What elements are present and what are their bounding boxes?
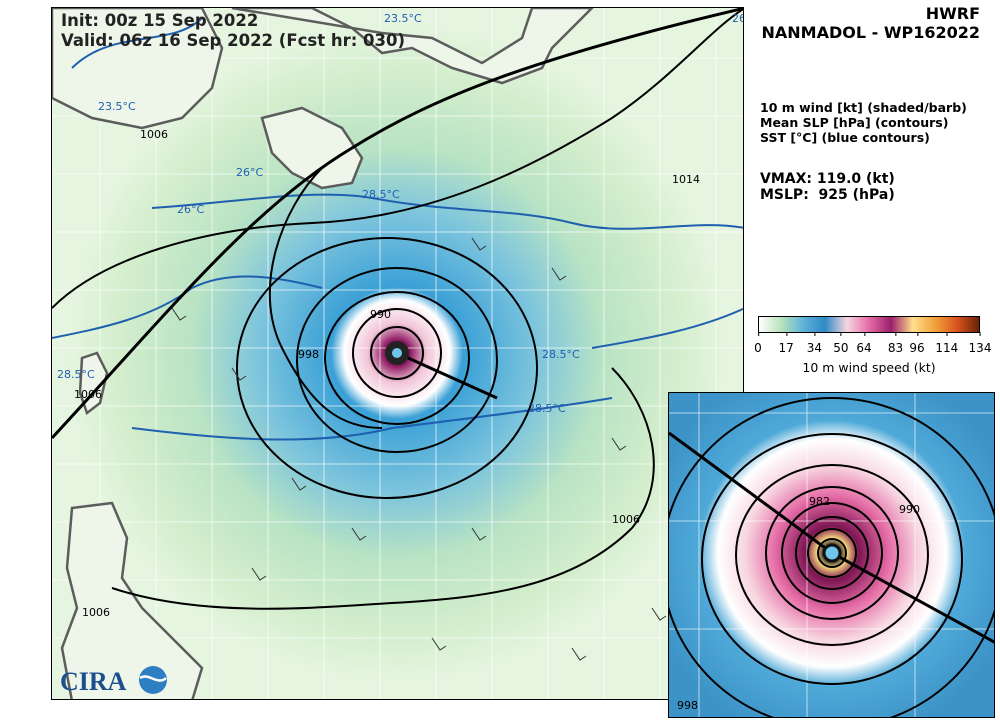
slp-label: 1006	[140, 128, 168, 141]
sst-contour	[52, 275, 323, 339]
sst-label: 28.5°C	[542, 348, 580, 361]
colorbar-tick: 64	[856, 332, 872, 355]
mslp-label: MSLP:	[760, 187, 809, 203]
colorbar-ticks: 0 17 34 50 64 83 96 114 134	[754, 332, 991, 361]
mslp-row: MSLP: 925 (hPa)	[760, 187, 895, 203]
sst-label: 28.5°C	[57, 368, 95, 381]
sst-contours	[52, 17, 743, 441]
slp-contour	[324, 291, 470, 425]
title-block: HWRF NANMADOL - WP162022	[762, 4, 981, 42]
colorbar-tick: 34	[806, 332, 822, 355]
colorbar-tick-label: 34	[806, 341, 822, 355]
japan-honshu	[231, 8, 594, 85]
slp-contour	[370, 326, 424, 380]
slp-contours	[52, 8, 743, 610]
colorbar-tick-label: 50	[833, 341, 849, 355]
slp-contour	[52, 8, 743, 309]
model-name: HWRF	[925, 4, 980, 23]
sst-contour	[71, 17, 203, 69]
slp-contour	[268, 167, 383, 429]
colorbar-label: 10 m wind speed (kt)	[802, 360, 936, 375]
colorbar-tick: 17	[778, 332, 794, 355]
sst-label: 26°C	[177, 203, 204, 216]
contour-labels: 1006 1014 998 990 1006 1006 1006 23.5°C …	[57, 12, 744, 619]
sst-label: 26°C	[236, 166, 263, 179]
cira-logo-svg: CIRA	[60, 666, 167, 696]
sst-label: 23.5°C	[384, 12, 422, 25]
slp-contour	[111, 367, 655, 610]
cira-logo: CIRA	[58, 664, 170, 696]
vmax-value: 119.0 (kt)	[816, 171, 895, 187]
globe-swoosh	[139, 675, 167, 682]
wind-colorbar	[758, 316, 980, 333]
inset-slp-label: 982	[809, 495, 830, 508]
colorbar-tick: 0	[754, 332, 762, 355]
inset-map[interactable]: 982 990 998	[668, 392, 995, 718]
sst-label: 28.5°C	[528, 402, 566, 415]
slp-label: 1006	[82, 606, 110, 619]
storm-track	[52, 8, 743, 440]
slp-label: 1006	[74, 388, 102, 401]
storm-name: NANMADOL - WP162022	[761, 23, 981, 42]
legend-wind: 10 m wind [kt] (shaded/barb)	[760, 100, 967, 115]
mslp-value: 925 (hPa)	[813, 187, 895, 203]
colorbar-tick-label: 96	[909, 341, 925, 355]
vmax-row: VMAX: 119.0 (kt)	[760, 171, 895, 187]
colorbar-tick-label: 0	[754, 341, 762, 355]
valid-time: Valid: 06z 16 Sep 2022 (Fcst hr: 030)	[61, 31, 406, 50]
colorbar-tick-label: 134	[968, 341, 992, 355]
slp-label: 998	[298, 348, 319, 361]
storm-eye-center	[392, 348, 402, 358]
landmasses	[52, 8, 594, 699]
colorbar-tick: 114	[935, 332, 959, 355]
colorbar-tick: 134	[968, 332, 992, 355]
colorbar-tick-label: 17	[778, 341, 794, 355]
sst-contour	[131, 397, 613, 441]
sst-label: 23.5°C	[98, 100, 136, 113]
slp-label: 1014	[672, 173, 700, 186]
storm-track-segment	[396, 351, 498, 400]
colorbar-tick: 96	[909, 332, 925, 355]
wind-barbs	[171, 237, 667, 661]
inset-slp-label: 998	[677, 699, 698, 712]
inset-map-svg: 982 990 998	[669, 393, 994, 717]
vmax-label: VMAX:	[760, 171, 812, 187]
colorbar-tick-label: 114	[935, 341, 959, 355]
sst-label: 28.5°C	[362, 188, 400, 201]
sst-contour	[591, 307, 743, 349]
inset-storm-eye	[822, 543, 842, 563]
slp-contour	[352, 308, 442, 398]
colorbar-tick: 50	[833, 332, 849, 355]
legend-sst: SST [°C] (blue contours)	[760, 130, 930, 145]
slp-contour	[296, 267, 498, 453]
sst-contour	[151, 193, 743, 230]
inset-slp-label: 990	[899, 503, 920, 516]
philippines	[60, 501, 204, 699]
slp-label: 1006	[612, 513, 640, 526]
main-map[interactable]: 1006 1014 998 990 1006 1006 1006 23.5°C …	[51, 7, 744, 700]
japan-kyushu-shikoku	[260, 106, 364, 190]
inset-contour-labels: 982 990 998	[677, 495, 920, 712]
colorbar-tick-label: 83	[887, 341, 904, 355]
slp-contour	[236, 237, 538, 499]
inset-slp-contours	[669, 397, 994, 717]
init-time: Init: 00z 15 Sep 2022	[61, 11, 259, 30]
korea-china-coast	[52, 8, 224, 130]
storm-stats: VMAX: 119.0 (kt) MSLP: 925 (hPa)	[760, 171, 895, 203]
colorbar-tick: 83	[887, 332, 904, 355]
field-legend: 10 m wind [kt] (shaded/barb) Mean SLP [h…	[760, 100, 967, 145]
colorbar-tick-label: 64	[856, 341, 872, 355]
slp-label: 990	[370, 308, 391, 321]
map-header: Init: 00z 15 Sep 2022 Valid: 06z 16 Sep …	[61, 11, 405, 51]
legend-slp: Mean SLP [hPa] (contours)	[760, 115, 949, 130]
sst-label: 26°C	[732, 12, 744, 25]
logo-text: CIRA	[60, 667, 127, 696]
main-map-svg: 1006 1014 998 990 1006 1006 1006 23.5°C …	[52, 8, 744, 699]
